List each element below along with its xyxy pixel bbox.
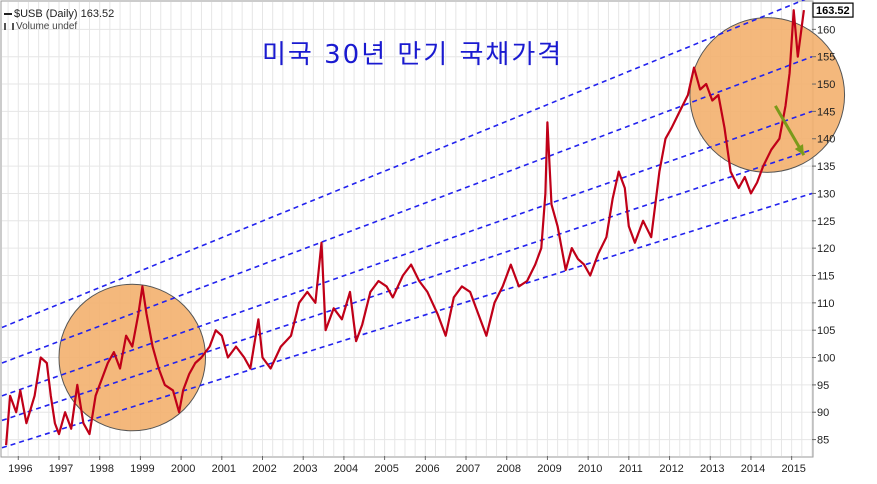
x-tick-label: 2005 <box>374 463 398 475</box>
y-axis-ticks: 85 90 95 100 105 110 115 120 125 130 135 140 145 150 1… <box>812 24 835 447</box>
header-volume-line: Volume undef <box>4 21 77 32</box>
channel-line <box>1 110 813 397</box>
x-tick-label: 2008 <box>497 463 521 475</box>
x-tick-label: 1996 <box>8 463 32 475</box>
y-tick-label: 110 <box>817 298 835 310</box>
y-tick-label: 115 <box>817 270 835 282</box>
y-tick-label: 155 <box>817 52 835 64</box>
y-tick-label: 135 <box>817 161 835 173</box>
y-tick-label: 105 <box>817 325 835 337</box>
x-tick-label: 2007 <box>456 463 480 475</box>
y-tick-label: 130 <box>817 188 835 200</box>
header-symbol-marker-icon <box>4 13 12 16</box>
price-series-line <box>5 9 805 446</box>
x-tick-label: 2000 <box>171 463 195 475</box>
header-symbol-text: $USB (Daily) 163.52 <box>14 8 115 20</box>
y-tick-label: 160 <box>817 24 835 36</box>
x-tick-label: 2013 <box>700 463 724 475</box>
y-tick-label: 95 <box>817 380 829 392</box>
channel-line <box>1 148 813 422</box>
trend-arrow-head-icon <box>794 144 804 156</box>
y-tick-label: 85 <box>817 435 829 447</box>
highlight-circle <box>689 17 846 173</box>
channel-line <box>1 192 813 449</box>
y-tick-label: 120 <box>817 243 835 255</box>
arrow-layer <box>774 105 806 156</box>
y-tick-label: 145 <box>817 106 835 118</box>
channel-line <box>1 55 813 364</box>
header-volume-text: Volume undef <box>16 21 78 32</box>
x-tick-label: 1998 <box>89 463 113 475</box>
channel-lines <box>1 0 813 449</box>
x-tick-label: 2012 <box>659 463 683 475</box>
y-tick-label: 100 <box>817 353 835 365</box>
last-value-marker: 163.52 <box>812 2 854 18</box>
y-tick-label: 150 <box>817 79 835 91</box>
y-tick-label: 125 <box>817 216 835 228</box>
x-tick-label: 2011 <box>619 463 643 475</box>
channel-line <box>1 0 806 329</box>
x-tick-label: 2014 <box>741 463 765 475</box>
last-value-box <box>812 2 854 18</box>
x-tick-label: 2006 <box>415 463 439 475</box>
x-tick-label: 2003 <box>293 463 317 475</box>
header-symbol-line: $USB (Daily) 163.52 <box>4 8 114 20</box>
x-tick-label: 2004 <box>334 463 358 475</box>
series-layer <box>5 9 805 446</box>
y-tick-label: 90 <box>817 407 829 419</box>
x-tick-label: 2010 <box>578 463 602 475</box>
x-tick-label: 2009 <box>537 463 561 475</box>
chart-title: 미국 30년 만기 국채가격 <box>262 40 564 70</box>
y-tick-label: 140 <box>817 134 835 146</box>
x-tick-label: 1999 <box>130 463 154 475</box>
x-tick-label: 2001 <box>212 463 236 475</box>
volume-bars-icon <box>4 22 14 30</box>
x-tick-label: 2002 <box>252 463 276 475</box>
last-value-label: 163.52 <box>816 5 850 17</box>
x-tick-label: 1997 <box>49 463 73 475</box>
x-axis-ticks: 1996 1997 1998 1999 2000 2001 2002 2003 2004 2005… <box>8 456 806 475</box>
x-tick-label: 2015 <box>781 463 805 475</box>
